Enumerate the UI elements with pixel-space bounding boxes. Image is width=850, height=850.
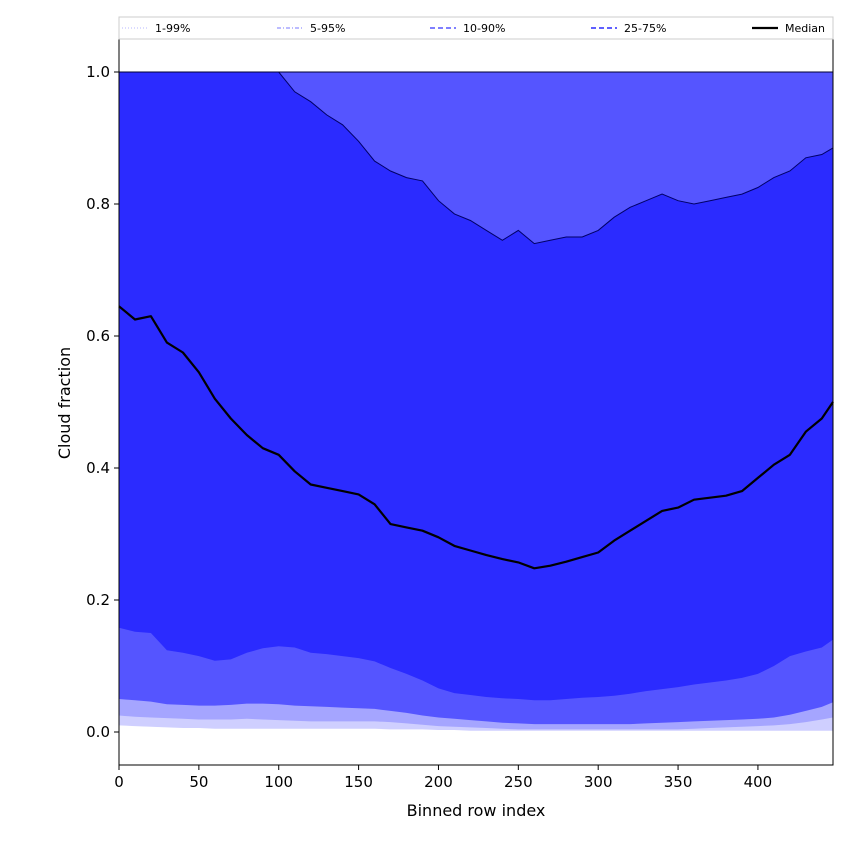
x-tick-label: 400	[744, 773, 773, 791]
x-axis-label: Binned row index	[407, 801, 546, 820]
x-tick-label: 0	[114, 773, 124, 791]
x-tick-label: 250	[504, 773, 533, 791]
legend-label-25-75: 25-75%	[624, 22, 666, 35]
legend: 1-99% 5-95% 10-90% 25-75% Median	[118, 16, 834, 40]
x-tick-label: 150	[344, 773, 373, 791]
series-lines	[118, 71, 834, 570]
y-tick-label: 0.4	[86, 459, 110, 477]
y-axis: 0.0 0.2 0.4 0.6 0.8 1.0	[86, 63, 119, 741]
legend-frame	[118, 16, 834, 40]
y-tick-label: 1.0	[86, 63, 110, 81]
y-tick-label: 0.8	[86, 195, 110, 213]
band-25-75	[119, 72, 833, 701]
legend-label-10-90: 10-90%	[463, 22, 505, 35]
plot-area	[118, 39, 834, 765]
y-axis-label: Cloud fraction	[55, 347, 74, 459]
legend-label-1-99: 1-99%	[155, 22, 190, 35]
x-axis: 0 50 100 150 200 250 300 350 400	[114, 765, 772, 791]
y-tick-label: 0.0	[86, 723, 110, 741]
x-tick-label: 50	[189, 773, 208, 791]
legend-label-5-95: 5-95%	[310, 22, 345, 35]
x-tick-label: 300	[584, 773, 613, 791]
x-tick-label: 350	[664, 773, 693, 791]
legend-label-median: Median	[785, 22, 825, 35]
x-tick-label: 200	[424, 773, 453, 791]
percentile-bands	[119, 72, 833, 731]
median-line	[118, 305, 834, 570]
x-tick-label: 100	[264, 773, 293, 791]
y-tick-label: 0.6	[86, 327, 110, 345]
y-tick-label: 0.2	[86, 591, 110, 609]
